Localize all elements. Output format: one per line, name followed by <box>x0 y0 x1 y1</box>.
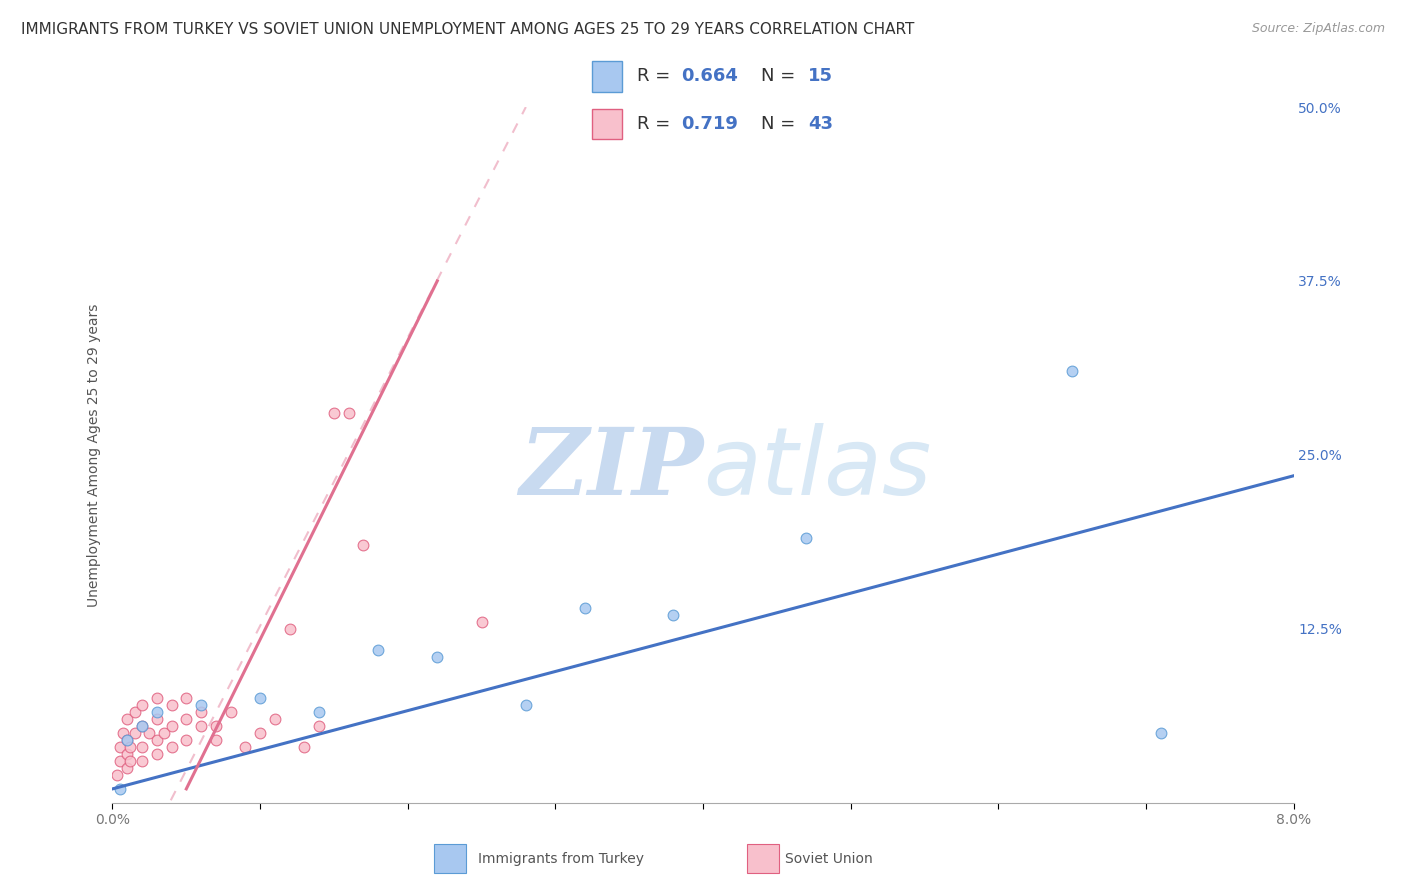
Point <box>308 719 330 733</box>
FancyBboxPatch shape <box>747 844 779 873</box>
Point <box>153 726 176 740</box>
Point <box>515 698 537 713</box>
Point <box>1150 726 1173 740</box>
Point <box>292 740 315 755</box>
Point <box>108 740 131 755</box>
Point <box>160 698 183 713</box>
Text: IMMIGRANTS FROM TURKEY VS SOVIET UNION UNEMPLOYMENT AMONG AGES 25 TO 29 YEARS CO: IMMIGRANTS FROM TURKEY VS SOVIET UNION U… <box>21 22 914 37</box>
Y-axis label: Unemployment Among Ages 25 to 29 years: Unemployment Among Ages 25 to 29 years <box>87 303 101 607</box>
Point <box>146 747 169 761</box>
FancyBboxPatch shape <box>433 844 467 873</box>
Point <box>131 740 153 755</box>
Text: 43: 43 <box>808 115 832 134</box>
Text: atlas: atlas <box>703 424 931 515</box>
Text: ZIP: ZIP <box>519 424 703 514</box>
Point <box>174 733 197 747</box>
FancyBboxPatch shape <box>592 62 621 92</box>
Text: N =: N = <box>761 115 800 134</box>
Point <box>205 733 228 747</box>
Point <box>105 768 128 782</box>
Point <box>117 733 138 747</box>
Point <box>471 615 494 629</box>
Point <box>124 726 146 740</box>
Point <box>120 740 142 755</box>
Point <box>138 726 160 740</box>
Point <box>190 719 212 733</box>
Point <box>146 691 169 706</box>
Point <box>146 706 169 720</box>
Point <box>796 532 818 546</box>
Point <box>117 733 138 747</box>
Point <box>131 698 153 713</box>
Point <box>352 538 374 552</box>
Text: 15: 15 <box>808 67 832 86</box>
Point <box>108 781 131 796</box>
Point <box>174 691 197 706</box>
Text: Source: ZipAtlas.com: Source: ZipAtlas.com <box>1251 22 1385 36</box>
Point <box>174 712 197 726</box>
Point <box>108 754 131 768</box>
Point <box>1062 364 1084 378</box>
Point <box>367 642 389 657</box>
Point <box>278 622 301 636</box>
Point <box>323 406 346 420</box>
Point <box>131 754 153 768</box>
Point <box>117 747 138 761</box>
Text: 0.719: 0.719 <box>681 115 738 134</box>
FancyBboxPatch shape <box>592 109 621 139</box>
Point <box>233 740 256 755</box>
Point <box>308 706 330 720</box>
Point <box>264 712 287 726</box>
Point <box>146 733 169 747</box>
Point <box>219 706 242 720</box>
Point <box>205 719 228 733</box>
Text: N =: N = <box>761 67 800 86</box>
Point <box>249 726 271 740</box>
Text: R =: R = <box>637 67 676 86</box>
Point <box>124 706 146 720</box>
Point <box>117 712 138 726</box>
Point <box>131 719 153 733</box>
Point <box>574 601 596 615</box>
Point <box>160 719 183 733</box>
Point <box>117 761 138 775</box>
Point <box>249 691 271 706</box>
Point <box>160 740 183 755</box>
Point <box>426 649 449 664</box>
Point <box>146 712 169 726</box>
Point <box>662 607 685 622</box>
Text: R =: R = <box>637 115 676 134</box>
Point <box>131 719 153 733</box>
Point <box>190 706 212 720</box>
Point <box>111 726 134 740</box>
Point <box>120 754 142 768</box>
Point <box>337 406 360 420</box>
Text: Soviet Union: Soviet Union <box>785 852 873 865</box>
Point <box>190 698 212 713</box>
Text: Immigrants from Turkey: Immigrants from Turkey <box>478 852 644 865</box>
Text: 0.664: 0.664 <box>681 67 738 86</box>
